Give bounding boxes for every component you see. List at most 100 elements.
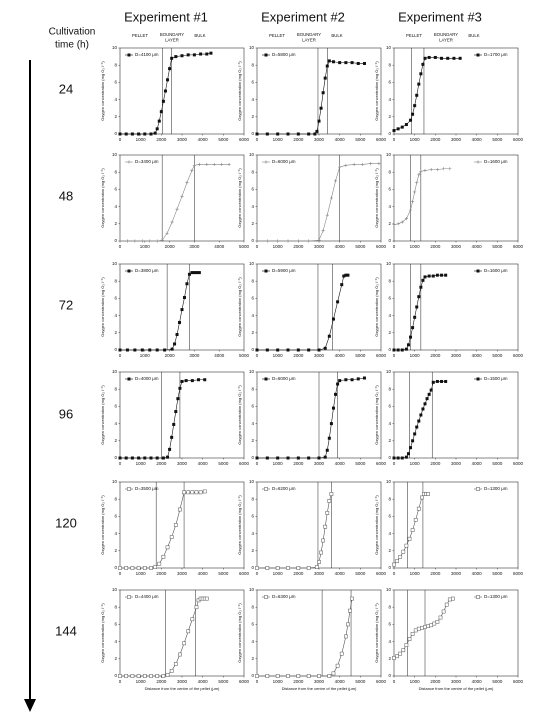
point <box>426 492 430 496</box>
point <box>317 456 321 460</box>
series <box>118 51 213 136</box>
point <box>325 511 330 515</box>
x-tick-label: 2000 <box>430 461 441 466</box>
x-tick-label: 5000 <box>218 679 229 684</box>
series <box>255 273 350 352</box>
y-tick-label: 2 <box>388 330 391 335</box>
point <box>447 597 452 602</box>
series <box>255 59 366 136</box>
point <box>433 55 437 59</box>
y-axis-label: Oxygen concentration (mg O₂ l⁻¹) <box>237 495 242 555</box>
point <box>334 392 338 396</box>
x-tick-label: 3000 <box>189 244 200 249</box>
legend-label: D=5900 μm <box>272 268 296 273</box>
x-tick-label: 1000 <box>410 679 421 684</box>
point <box>423 56 427 60</box>
point <box>429 168 433 172</box>
point <box>149 566 153 570</box>
y-axis-label: Oxygen concentration (mg O₂ l⁻¹) <box>237 385 242 445</box>
y-tick-label: 0 <box>114 347 117 352</box>
x-tick-label: 6000 <box>513 244 524 249</box>
point <box>346 622 350 627</box>
region-label: PELLET <box>132 33 148 38</box>
legend-label: D=6300 μm <box>272 594 296 599</box>
y-tick-label: 8 <box>251 169 254 174</box>
x-tick-label: 4000 <box>335 353 346 358</box>
x-tick-label: 0 <box>256 679 259 684</box>
point <box>192 53 196 57</box>
x-tick-label: 5000 <box>218 461 229 466</box>
y-tick-label: 10 <box>386 152 392 157</box>
point <box>190 379 194 383</box>
point <box>184 379 188 383</box>
y-tick-label: 8 <box>251 604 254 609</box>
legend-label: D=1700 μm <box>484 52 508 57</box>
legend-label: D=4100 μm <box>135 52 159 57</box>
point <box>286 132 290 136</box>
x-tick-label: 2000 <box>430 679 441 684</box>
point <box>415 305 419 309</box>
point <box>429 623 434 628</box>
y-tick-label: 4 <box>388 313 391 318</box>
point <box>168 447 172 451</box>
point <box>205 52 209 56</box>
series <box>118 162 231 243</box>
y-tick-label: 2 <box>388 548 391 553</box>
region-label: BOUNDARY <box>160 32 184 37</box>
region-label: BOUNDARY <box>297 32 321 37</box>
legend-label: D=6000 μm <box>272 376 296 381</box>
point <box>169 535 174 539</box>
point <box>417 295 421 299</box>
y-tick-label: 4 <box>388 421 391 426</box>
x-tick-label: 2000 <box>430 571 441 576</box>
point <box>340 283 344 287</box>
point <box>148 239 152 243</box>
point <box>160 238 164 242</box>
x-tick-label: 4000 <box>214 244 225 249</box>
x-tick-label: 4000 <box>472 461 483 466</box>
x-tick-label: 2000 <box>293 461 304 466</box>
point <box>317 119 321 123</box>
point <box>265 132 269 136</box>
x-tick-label: 5000 <box>239 244 250 249</box>
point <box>400 456 404 460</box>
point <box>400 348 404 352</box>
point <box>163 348 167 352</box>
point <box>317 238 321 242</box>
x-tick-label: 2000 <box>165 244 176 249</box>
y-tick-label: 8 <box>388 62 391 67</box>
point <box>413 190 417 194</box>
point <box>419 285 423 289</box>
x-tick-label: 2000 <box>156 679 167 684</box>
y-tick-label: 4 <box>114 97 117 102</box>
point <box>404 643 409 647</box>
y-tick-label: 8 <box>114 604 117 609</box>
y-tick-label: 4 <box>388 639 391 644</box>
point <box>265 456 269 460</box>
series <box>255 492 334 570</box>
y-tick-label: 8 <box>388 386 391 391</box>
plot-frame <box>256 481 382 569</box>
x-tick-label: 0 <box>256 461 259 466</box>
point <box>276 348 280 352</box>
point <box>315 129 319 133</box>
point <box>166 78 170 82</box>
point <box>458 56 462 60</box>
legend-label: D=1500 μm <box>484 376 508 381</box>
point <box>124 566 129 570</box>
point <box>296 566 301 570</box>
point <box>118 239 122 243</box>
x-tick-label: 3000 <box>451 461 462 466</box>
region-label: PELLET <box>269 33 285 38</box>
point <box>423 275 427 279</box>
y-tick-label: 0 <box>114 673 117 678</box>
point <box>411 199 415 204</box>
point <box>440 56 444 60</box>
point <box>356 377 360 381</box>
point <box>329 196 333 200</box>
x-tick-label: 3000 <box>189 353 200 358</box>
point <box>416 506 421 511</box>
legend-label: D=3500 μm <box>135 486 159 491</box>
point <box>197 162 201 167</box>
point <box>406 452 410 456</box>
